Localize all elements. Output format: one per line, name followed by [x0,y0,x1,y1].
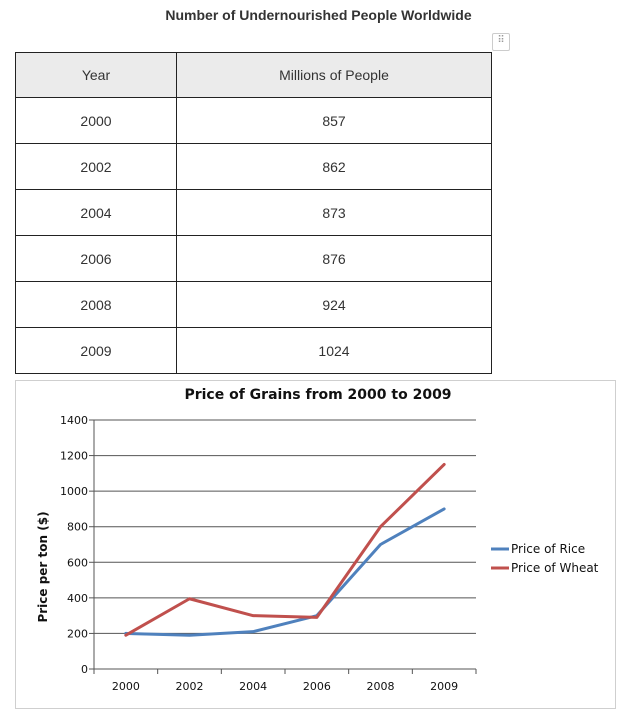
x-tick-label: 2004 [239,680,267,693]
drag-handle-icon[interactable]: ⠿ [492,33,510,51]
table-cell-year: 2004 [15,189,177,236]
series-line [124,462,446,637]
table-header-row: Year Millions of People [15,52,492,98]
table-row: 2009 1024 [15,327,492,374]
y-tick-label: 400 [67,592,88,605]
table-cell-value: 857 [176,97,492,144]
y-tick-label: 200 [67,627,88,640]
table-row: 2008 924 [15,281,492,328]
table-cell-year: 2002 [15,143,177,190]
legend-label: Price of Rice [511,542,585,556]
x-tick-label: 2008 [367,680,395,693]
table-row: 2000 857 [15,97,492,144]
series-line [124,507,446,637]
y-tick-label: 800 [67,521,88,534]
table-row: 2004 873 [15,189,492,236]
legend-label: Price of Wheat [511,561,599,575]
x-tick-label: 2000 [112,680,140,693]
table-cell-value: 873 [176,189,492,236]
x-tick-label: 2006 [303,680,331,693]
column-header-millions: Millions of People [176,52,492,98]
table-cell-year: 2000 [15,97,177,144]
y-tick-label: 600 [67,556,88,569]
table-cell-value: 876 [176,235,492,282]
chart-title: Price of Grains from 2000 to 2009 [184,387,451,403]
y-tick-label: 0 [81,663,88,676]
axes: 0 200 400 600 800 1000 1200 1400 2000 2002 2004 200… [60,414,477,693]
undernourished-table: Year Millions of People 2000 857 2002 86… [15,52,492,374]
series-lines [124,462,446,637]
y-tick-label: 1000 [60,485,88,498]
table-cell-value: 1024 [176,327,492,374]
table-title: Number of Undernourished People Worldwid… [165,7,472,23]
y-axis-title: Price per ton ($) [36,511,50,622]
chart-svg: Price of Grains from 2000 to 2009 Price … [36,387,599,693]
table-row: 2006 876 [15,235,492,282]
y-tick-label: 1400 [60,414,88,427]
x-tick-label: 2002 [176,680,204,693]
legend: Price of Rice Price of Wheat [491,542,599,575]
table-row: 2002 862 [15,143,492,190]
grid-lines [94,419,476,634]
table-cell-year: 2009 [15,327,177,374]
table-cell-value: 862 [176,143,492,190]
table-cell-year: 2008 [15,281,177,328]
x-tick-label: 2009 [430,680,458,693]
grain-price-chart: Price of Grains from 2000 to 2009 Price … [15,380,616,709]
table-cell-value: 924 [176,281,492,328]
table-cell-year: 2006 [15,235,177,282]
y-tick-label: 1200 [60,450,88,463]
column-header-year: Year [15,52,177,98]
